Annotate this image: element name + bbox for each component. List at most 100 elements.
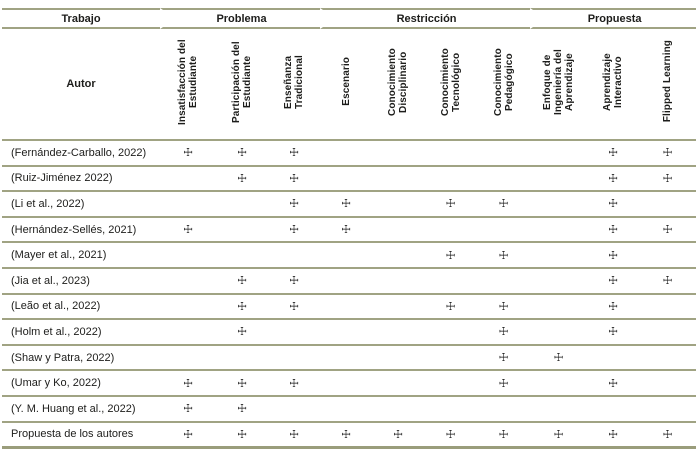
cross-mark-cell: ☩ (477, 371, 531, 397)
cross-mark-cell: ☩ (320, 192, 373, 218)
empty-cell (268, 320, 321, 346)
author-cell: (Umar y Ko, 2022) (2, 371, 160, 397)
empty-cell (160, 166, 216, 193)
empty-cell (530, 294, 588, 321)
column-header-label: Conocimiento Disciplinario (387, 47, 410, 116)
cross-mark-cell: ☩ (216, 371, 268, 397)
table-row: (Holm et al., 2022) ☩ ☩ ☩ (2, 320, 697, 346)
empty-cell (372, 396, 425, 423)
empty-cell (424, 345, 478, 372)
column-header: Conocimiento Tecnológico (424, 29, 478, 141)
empty-cell (160, 345, 216, 372)
cross-mark-cell: ☩ (216, 320, 268, 346)
cross-mark-cell: ☩ (477, 422, 531, 450)
empty-cell (477, 268, 531, 295)
column-header: Enseñanza Tradicional (268, 29, 321, 141)
empty-cell (530, 371, 588, 397)
column-header: Escenario (320, 29, 373, 141)
column-header: Enfoque de Ingeniería del Aprendizaje (530, 29, 588, 141)
cross-mark-cell: ☩ (587, 294, 640, 321)
empty-cell (424, 166, 478, 193)
empty-cell (639, 371, 697, 397)
cross-mark-cell: ☩ (268, 192, 321, 218)
cross-mark-cell: ☩ (530, 422, 588, 450)
empty-cell (372, 345, 425, 372)
cross-mark-cell: ☩ (268, 217, 321, 244)
empty-cell (530, 396, 588, 423)
table-row: (Ruiz-Jiménez 2022) ☩ ☩ ☩ ☩ (2, 166, 697, 193)
cross-mark-cell: ☩ (216, 294, 268, 321)
author-column-header: Autor (2, 29, 160, 141)
author-cell: (Li et al., 2022) (2, 192, 160, 218)
empty-cell (530, 217, 588, 244)
cross-mark-cell: ☩ (530, 345, 588, 372)
empty-cell (216, 243, 268, 269)
author-cell: (Leão et al., 2022) (2, 294, 160, 321)
empty-cell (320, 166, 373, 193)
empty-cell (530, 192, 588, 218)
empty-cell (424, 396, 478, 423)
cross-mark-cell: ☩ (639, 141, 697, 167)
empty-cell (372, 217, 425, 244)
column-header: Flipped Learning (639, 29, 697, 141)
empty-cell (587, 345, 640, 372)
column-header-label: Conocimiento Pedagógico (492, 47, 515, 116)
group-header-restriccion: Restricción (320, 8, 531, 29)
empty-cell (160, 268, 216, 295)
empty-cell (160, 294, 216, 321)
cross-mark-cell: ☩ (268, 268, 321, 295)
empty-cell (477, 217, 531, 244)
empty-cell (530, 243, 588, 269)
empty-cell (424, 320, 478, 346)
cross-mark-cell: ☩ (587, 141, 640, 167)
cross-mark-cell: ☩ (477, 243, 531, 269)
cross-mark-cell: ☩ (587, 371, 640, 397)
author-cell: (Mayer et al., 2021) (2, 243, 160, 269)
group-header-trabajo: Trabajo (2, 8, 160, 29)
empty-cell (477, 141, 531, 167)
empty-cell (320, 243, 373, 269)
empty-cell (372, 166, 425, 193)
empty-cell (639, 320, 697, 346)
cross-mark-cell: ☩ (477, 320, 531, 346)
table-row: Propuesta de los autores ☩ ☩ ☩ ☩ ☩ ☩ ☩ ☩ ☩ ☩ (2, 422, 697, 450)
cross-mark-cell: ☩ (268, 141, 321, 167)
empty-cell (320, 345, 373, 372)
cross-mark-cell: ☩ (216, 396, 268, 423)
cross-mark-cell: ☩ (268, 371, 321, 397)
cross-mark-cell: ☩ (639, 422, 697, 450)
empty-cell (530, 268, 588, 295)
comparison-table: Trabajo Problema Restricción Propuesta A… (2, 8, 697, 450)
empty-cell (372, 192, 425, 218)
column-header-label: Conocimiento Tecnológico (439, 47, 462, 116)
cross-mark-cell: ☩ (477, 294, 531, 321)
author-cell: (Ruiz-Jiménez 2022) (2, 166, 160, 193)
cross-mark-cell: ☩ (268, 166, 321, 193)
table-row: (Shaw y Patra, 2022) ☩ ☩ (2, 345, 697, 372)
empty-cell (477, 396, 531, 423)
cross-mark-cell: ☩ (160, 396, 216, 423)
empty-cell (268, 345, 321, 372)
empty-cell (320, 268, 373, 295)
empty-cell (424, 268, 478, 295)
empty-cell (639, 294, 697, 321)
table-row: (Mayer et al., 2021) ☩ ☩ ☩ (2, 243, 697, 269)
cross-mark-cell: ☩ (639, 217, 697, 244)
author-cell: Propuesta de los autores (2, 422, 160, 450)
table-row: (Li et al., 2022) ☩ ☩ ☩ ☩ ☩ (2, 192, 697, 218)
group-header-row: Trabajo Problema Restricción Propuesta (2, 8, 697, 29)
empty-cell (216, 345, 268, 372)
cross-mark-cell: ☩ (424, 192, 478, 218)
table-row: (Y. M. Huang et al., 2022) ☩ ☩ (2, 396, 697, 423)
column-header-label: Flipped Learning (662, 40, 674, 123)
empty-cell (160, 243, 216, 269)
empty-cell (639, 243, 697, 269)
group-header-propuesta: Propuesta (530, 8, 697, 29)
author-cell: (Holm et al., 2022) (2, 320, 160, 346)
cross-mark-cell: ☩ (372, 422, 425, 450)
empty-cell (268, 396, 321, 423)
author-cell: (Hernández-Sellés, 2021) (2, 217, 160, 244)
column-header-label: Enfoque de Ingeniería del Aprendizaje (542, 48, 576, 115)
cross-mark-cell: ☩ (587, 166, 640, 193)
column-header-label: Enseñanza Tradicional (283, 54, 306, 109)
